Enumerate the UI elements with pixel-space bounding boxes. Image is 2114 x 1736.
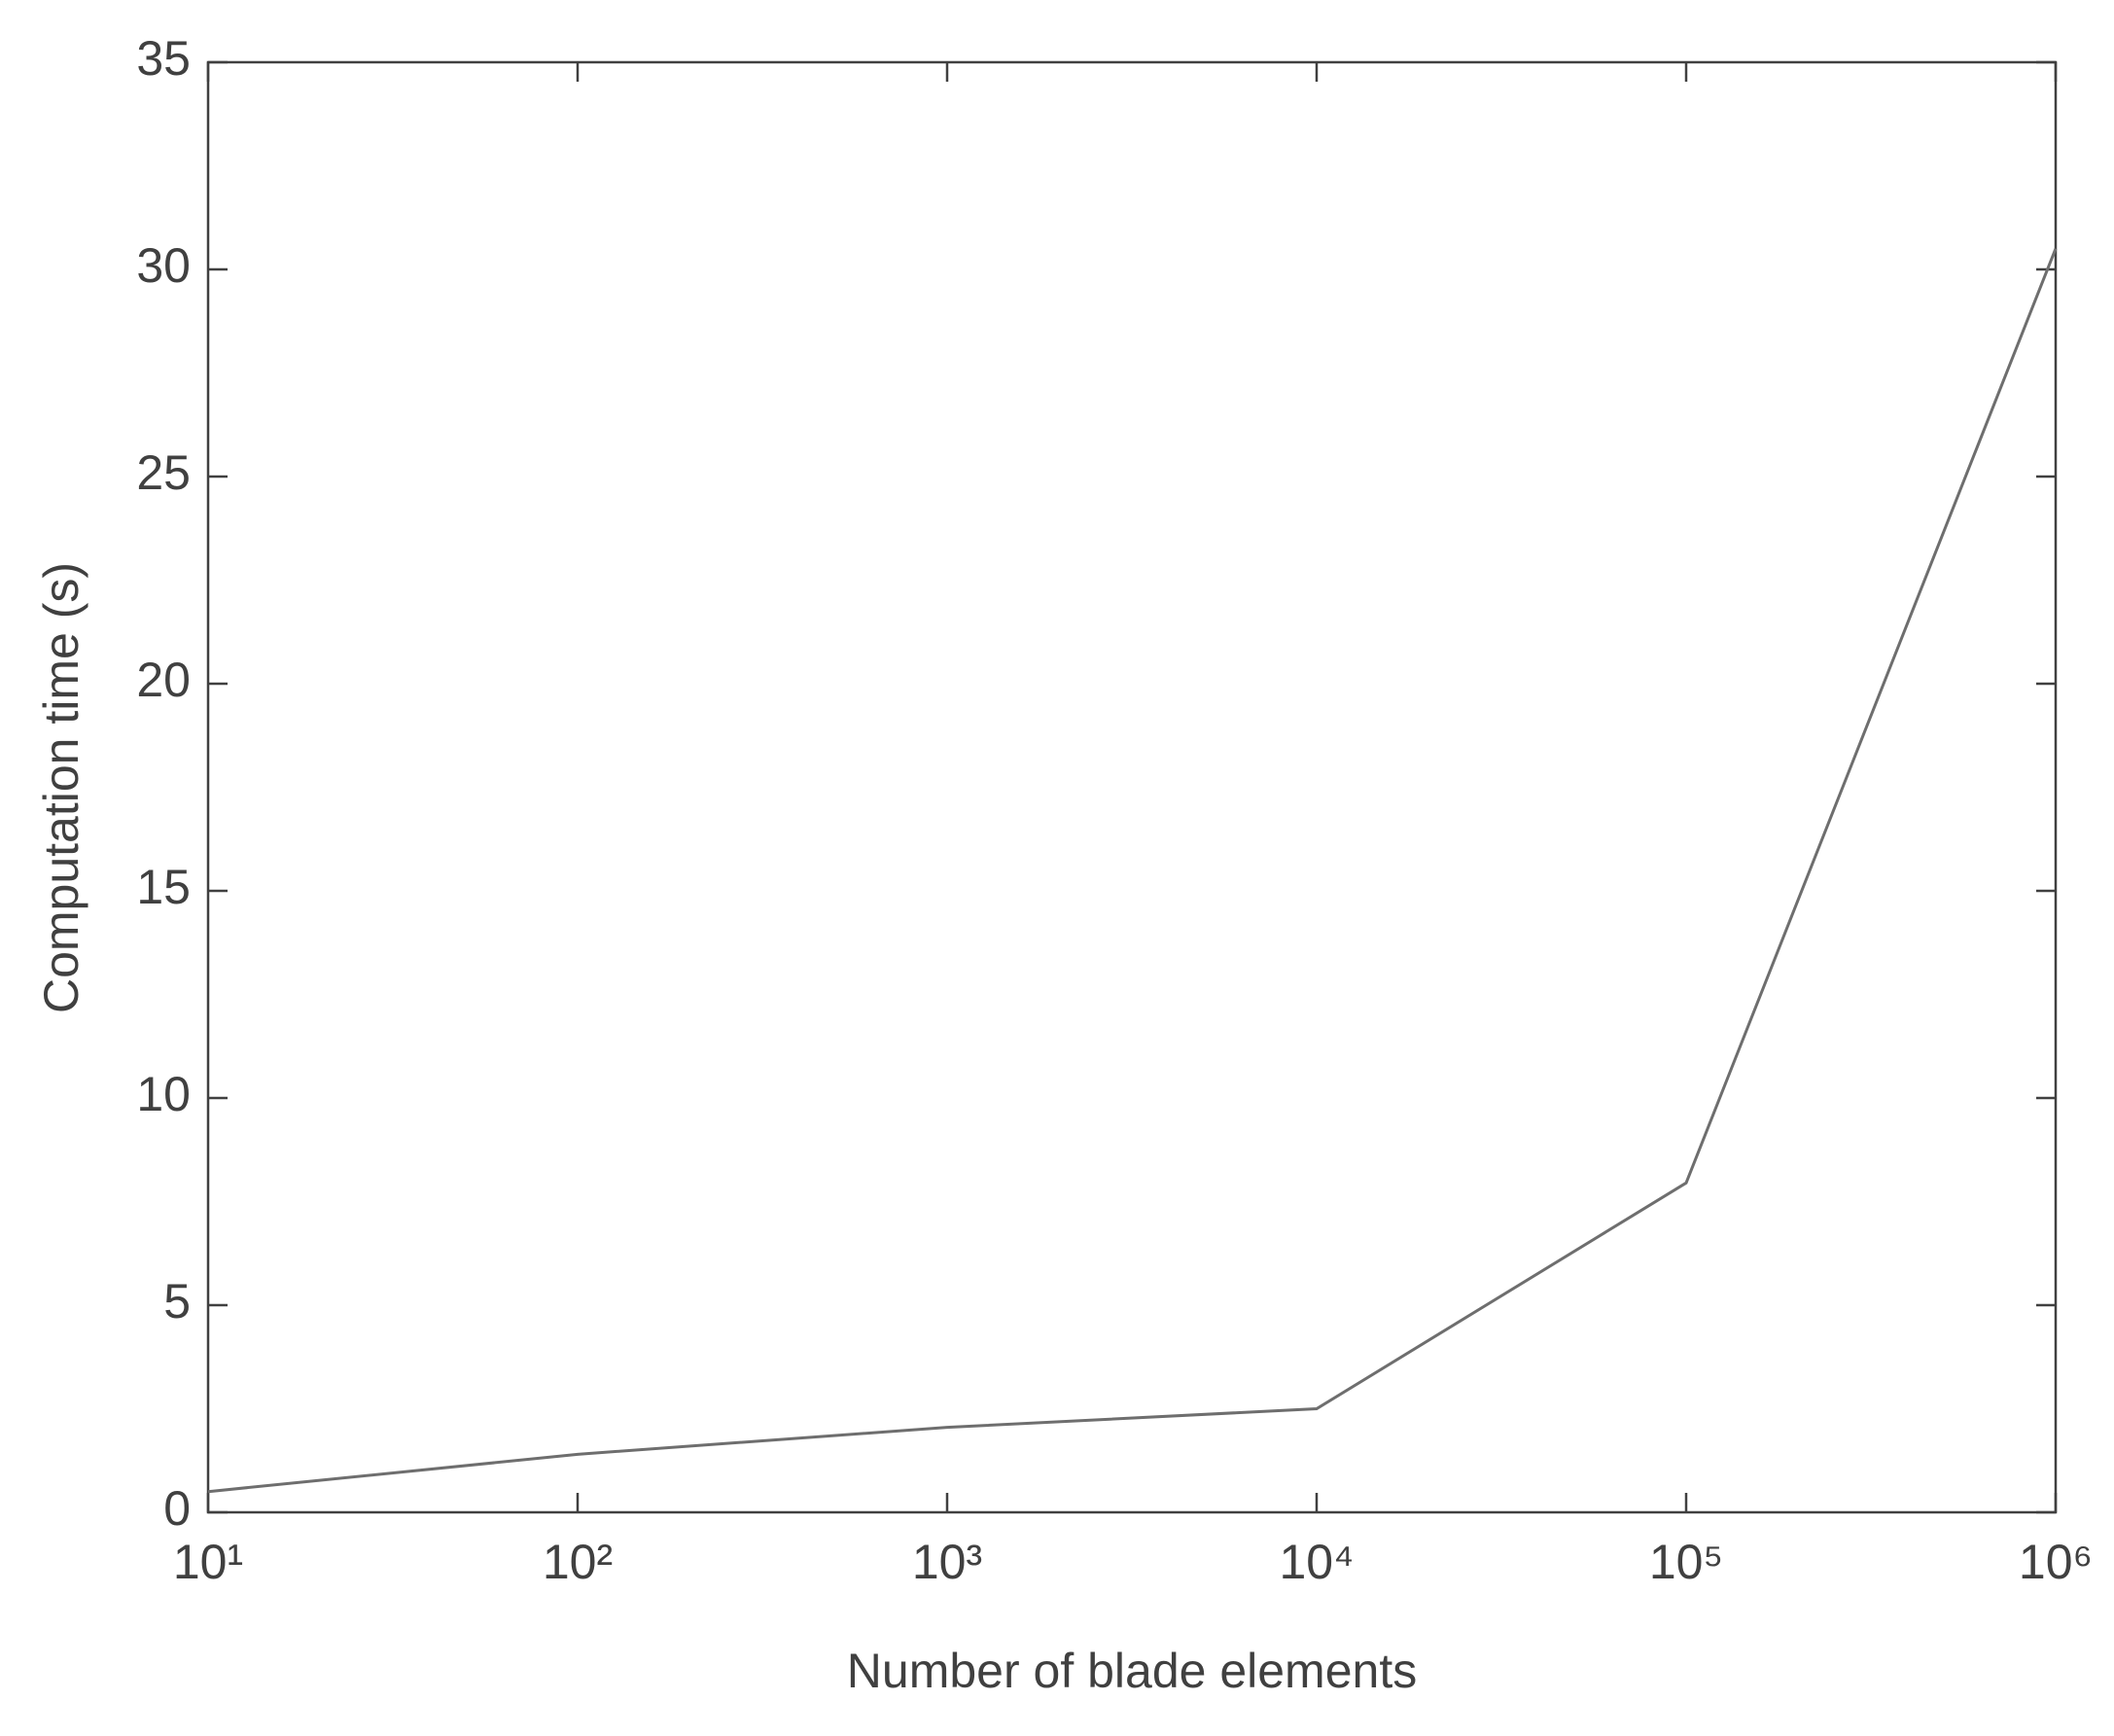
- x-tick-label: 10¹: [173, 1535, 243, 1589]
- x-tick-label: 10³: [912, 1535, 982, 1589]
- plot-frame: [206, 60, 2058, 1514]
- y-tick-label: 30: [136, 238, 191, 293]
- y-tick-label: 25: [136, 445, 191, 500]
- y-tick-label: 0: [163, 1481, 191, 1536]
- data-line: [207, 248, 2058, 1494]
- y-tick-label: 35: [136, 31, 191, 86]
- x-tick-label: 10²: [543, 1535, 613, 1589]
- y-tick-label: 5: [163, 1274, 191, 1329]
- y-tick-label: 10: [136, 1067, 191, 1121]
- x-axis-label: Number of blade elements: [847, 1644, 1417, 1698]
- y-tick-label: 15: [136, 860, 191, 914]
- x-tick-label: 10⁴: [1279, 1535, 1354, 1589]
- x-tick-label: 10⁵: [1649, 1535, 1723, 1589]
- y-tick-label: 20: [136, 653, 191, 707]
- x-tick-label: 10⁶: [2019, 1535, 2093, 1589]
- y-axis-label: Computation time (s): [34, 562, 88, 1013]
